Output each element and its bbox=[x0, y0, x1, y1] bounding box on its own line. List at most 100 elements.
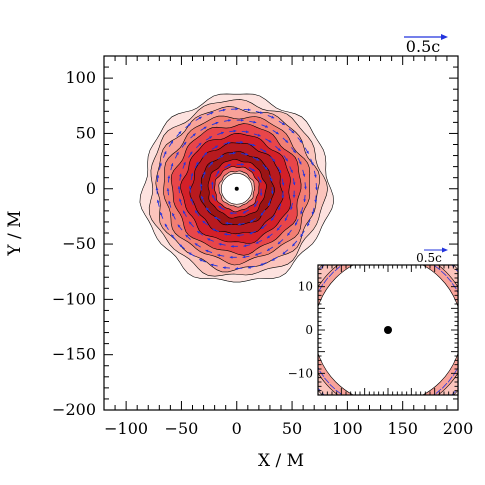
velocity-arrow-head bbox=[261, 226, 265, 229]
x-tick-label: 0 bbox=[232, 419, 242, 438]
inset-velocity-arrow bbox=[336, 405, 342, 409]
inset-y-tick-label: −10 bbox=[288, 366, 313, 380]
inset-velocity-arrow bbox=[335, 389, 342, 395]
velocity-arrow-head bbox=[201, 196, 204, 199]
inset-velocity-arrow bbox=[323, 277, 329, 284]
inset-velocity-arrow bbox=[324, 377, 330, 384]
velocity-arrow-head bbox=[276, 227, 280, 231]
velocity-arrow-head bbox=[277, 241, 281, 245]
velocity-arrow-head bbox=[202, 220, 206, 224]
inset-y-tick-label: 10 bbox=[298, 280, 313, 294]
inset-velocity-arrow bbox=[369, 240, 376, 242]
velocity-arrow-head bbox=[235, 267, 239, 270]
inset-velocity-key: 0.5c bbox=[416, 247, 448, 265]
velocity-arrow-head bbox=[300, 233, 304, 237]
velocity-arrow-head bbox=[215, 121, 219, 125]
inset-velocity-arrow bbox=[343, 248, 349, 252]
velocity-arrow-head bbox=[170, 163, 174, 167]
inset-velocity-arrow bbox=[310, 348, 312, 355]
inset-velocity-arrow bbox=[302, 295, 304, 302]
velocity-arrow-head bbox=[268, 139, 272, 143]
velocity-arrow-head bbox=[267, 203, 271, 206]
velocity-arrow-head bbox=[167, 175, 171, 179]
velocity-arrow-head bbox=[311, 211, 315, 215]
inset-velocity-arrow bbox=[440, 270, 447, 276]
inset-velocity-arrow bbox=[327, 258, 332, 263]
velocity-arrow-head bbox=[249, 231, 253, 235]
black-hole-marker bbox=[234, 186, 239, 191]
velocity-arrow-head bbox=[159, 162, 162, 166]
velocity-arrow-head bbox=[197, 231, 201, 234]
velocity-arrow-head bbox=[156, 174, 160, 178]
velocity-arrow-head bbox=[265, 125, 268, 128]
inset-velocity-arrow bbox=[462, 277, 466, 283]
velocity-arrow-head bbox=[290, 206, 293, 210]
velocity-arrow-head bbox=[177, 224, 181, 228]
velocity-arrow-head bbox=[188, 123, 191, 126]
velocity-arrow-head bbox=[269, 178, 273, 182]
velocity-arrow-head bbox=[225, 221, 229, 225]
inset-velocity-arrow bbox=[468, 367, 471, 373]
inset-disk-edge bbox=[318, 265, 458, 395]
velocity-arrow-head bbox=[220, 131, 224, 135]
inset-velocity-arrow bbox=[405, 252, 412, 254]
velocity-arrow-head bbox=[190, 173, 194, 176]
velocity-arrow-head bbox=[194, 243, 198, 246]
inset-velocity-arrow bbox=[467, 285, 471, 291]
velocity-arrow-head bbox=[232, 151, 236, 155]
velocity-arrow-head bbox=[222, 266, 226, 270]
inset-velocity-arrow bbox=[464, 306, 466, 313]
inset-velocity-arrow bbox=[479, 321, 480, 328]
velocity-arrow-head bbox=[242, 255, 246, 259]
inset-velocity-arrow bbox=[422, 399, 428, 403]
velocity-arrow-head bbox=[189, 221, 192, 225]
velocity-arrow-head bbox=[292, 195, 296, 198]
velocity-arrow-head bbox=[307, 223, 310, 227]
velocity-arrow-head bbox=[310, 162, 314, 166]
velocity-arrow-head bbox=[292, 243, 296, 247]
velocity-arrow-head bbox=[275, 131, 279, 135]
velocity-arrow-head bbox=[230, 245, 234, 248]
velocity-arrow-head bbox=[293, 150, 296, 153]
inset-axis-ticks bbox=[317, 264, 459, 396]
velocity-arrow-head bbox=[272, 158, 276, 162]
inset-velocity-arrow bbox=[379, 239, 386, 240]
velocity-arrow-head bbox=[295, 222, 298, 226]
velocity-arrow-head bbox=[172, 213, 175, 217]
velocity-arrow-head bbox=[218, 242, 222, 246]
velocity-arrow-head bbox=[218, 206, 222, 209]
velocity-arrow-head bbox=[300, 211, 303, 215]
x-tick-label: 150 bbox=[387, 419, 418, 438]
velocity-arrow-head bbox=[299, 140, 303, 143]
velocity-arrow-head bbox=[217, 254, 221, 257]
inset-velocity-arrow bbox=[414, 403, 420, 406]
velocity-arrow-head bbox=[178, 131, 182, 135]
inset-velocity-arrow bbox=[398, 240, 405, 241]
velocity-arrow-head bbox=[270, 191, 274, 194]
velocity-arrow-head bbox=[227, 164, 231, 167]
inset-velocity-arrow bbox=[447, 376, 453, 383]
velocity-arrow-head bbox=[220, 155, 224, 158]
inset-velocity-arrow bbox=[319, 370, 325, 377]
velocity-arrow-head bbox=[188, 252, 192, 256]
inset-velocity-arrow bbox=[334, 266, 341, 272]
velocity-arrow-head bbox=[195, 161, 199, 165]
inset-velocity-arrow bbox=[444, 398, 449, 403]
velocity-arrow-head bbox=[179, 198, 182, 202]
velocity-field bbox=[155, 107, 318, 270]
x-tick-label: 100 bbox=[332, 419, 363, 438]
velocity-arrow-head bbox=[160, 212, 163, 216]
inset-velocity-arrow bbox=[396, 251, 403, 252]
inset-velocity-arrow bbox=[365, 406, 372, 408]
velocity-arrow-head bbox=[243, 244, 247, 248]
velocity-arrow-head bbox=[255, 253, 258, 256]
velocity-arrow-head bbox=[206, 207, 209, 211]
velocity-arrow-head bbox=[188, 185, 192, 189]
velocity-arrow-head bbox=[204, 152, 207, 156]
inset-velocity-arrow bbox=[442, 256, 448, 260]
velocity-arrow-head bbox=[281, 182, 285, 186]
inset-velocity-arrow bbox=[419, 413, 425, 416]
velocity-arrow-head bbox=[237, 222, 241, 226]
velocity-arrow-head bbox=[264, 167, 268, 170]
inset-velocity-arrow bbox=[461, 355, 463, 362]
